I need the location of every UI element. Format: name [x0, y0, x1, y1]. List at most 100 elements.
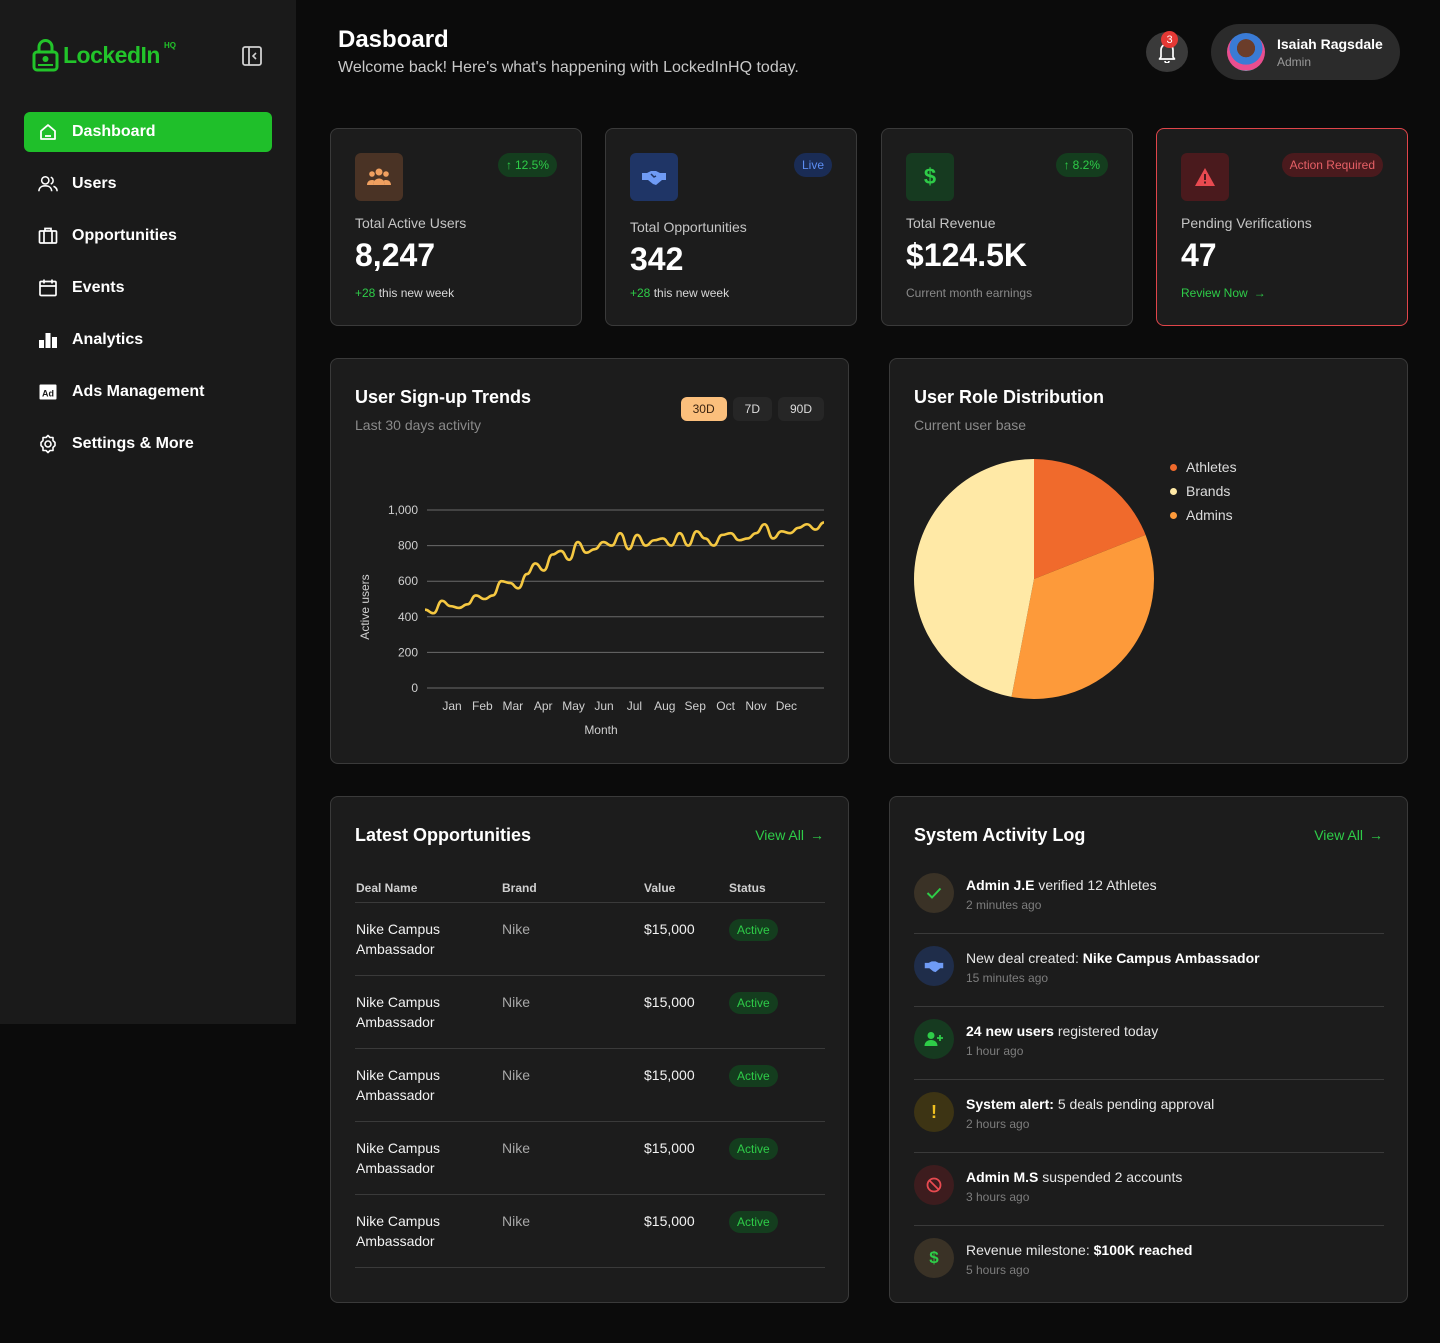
bar-chart-icon — [38, 330, 58, 350]
range-7d-button[interactable]: 7D — [732, 397, 772, 421]
sidebar-item-events[interactable]: Events — [24, 268, 272, 308]
users-group-icon — [355, 153, 403, 201]
review-now-link[interactable]: Review Now → — [1181, 286, 1266, 300]
collapse-sidebar-button[interactable] — [240, 44, 264, 68]
sidebar-item-settings[interactable]: Settings & More — [24, 424, 272, 464]
list-item[interactable]: Admin M.S suspended 2 accounts 3 hours a… — [914, 1153, 1384, 1226]
column-header[interactable]: Value — [644, 880, 676, 895]
list-item[interactable]: 24 new users registered today 1 hour ago — [914, 1007, 1384, 1080]
signup-trends-panel: User Sign-up Trends Last 30 days activit… — [330, 358, 849, 764]
dollar-icon: $ — [914, 1238, 954, 1278]
activity-text: 24 new users registered today — [966, 1023, 1159, 1039]
role-pie-chart — [914, 459, 1154, 699]
stat-foot: Current month earnings — [906, 286, 1033, 300]
signup-line-chart: 0 200 400 600 800 1,000 Jan Feb Mar Apr May Jun Jul A… — [358, 503, 825, 737]
opportunities-table: Deal Name Brand Value Status Nike Campus… — [355, 873, 825, 1268]
x-tick-label: May — [562, 699, 585, 713]
arrow-up-icon: ↑ — [1063, 158, 1070, 172]
sidebar-item-dashboard[interactable]: Dashboard — [24, 112, 272, 152]
stat-card-pending-verifications[interactable]: Action Required Pending Verifications 47… — [1156, 128, 1408, 326]
warning-icon — [1181, 153, 1229, 201]
legend-item-athletes[interactable]: Athletes — [1170, 459, 1237, 475]
x-tick-label: Dec — [776, 699, 797, 713]
stat-card-active-users[interactable]: ↑ 12.5% Total Active Users 8,247 +28 this… — [330, 128, 582, 326]
live-badge: Live — [793, 153, 832, 177]
activity-time: 5 hours ago — [966, 1263, 1030, 1277]
stat-label: Total Active Users — [355, 215, 467, 231]
x-tick-label: Jun — [594, 699, 613, 713]
table-row[interactable]: Nike Campus Ambassador Nike $15,000 Activ… — [355, 903, 825, 976]
activity-time: 3 hours ago — [966, 1190, 1030, 1204]
home-icon — [38, 122, 58, 142]
handshake-icon — [914, 946, 954, 986]
sidebar-item-analytics[interactable]: Analytics — [24, 320, 272, 360]
x-tick-label: Jan — [442, 699, 461, 713]
deal-value: $15,000 — [644, 1213, 695, 1229]
status-badge: Active — [729, 1211, 778, 1233]
stat-value: 8,247 — [355, 237, 436, 273]
y-tick-label: 800 — [398, 539, 418, 553]
user-profile-menu[interactable]: Isaiah Ragsdale Admin — [1211, 24, 1400, 80]
sidebar-toggle-icon — [242, 46, 262, 66]
brand: Nike — [502, 1140, 531, 1156]
x-axis-label: Month — [584, 723, 617, 737]
deal-name: Nike Campus Ambassador — [356, 994, 441, 1030]
list-item[interactable]: ! System alert: 5 deals pending approval… — [914, 1080, 1384, 1153]
arrow-right-icon: → — [1253, 286, 1266, 300]
legend-item-admins[interactable]: Admins — [1170, 507, 1237, 523]
calendar-icon — [38, 278, 58, 298]
legend-item-brands[interactable]: Brands — [1170, 483, 1237, 499]
x-tick-label: Oct — [716, 699, 735, 713]
logo-sup: HQ — [163, 40, 176, 50]
activity-text: Admin J.E verified 12 Athletes — [966, 877, 1157, 893]
table-row[interactable]: Nike Campus Ambassador Nike $15,000 Activ… — [355, 976, 825, 1049]
view-all-opportunities-link[interactable]: View All → — [755, 827, 824, 843]
range-30d-button[interactable]: 30D — [680, 397, 727, 421]
role-distribution-panel: User Role Distribution Current user base… — [889, 358, 1408, 764]
range-90d-button[interactable]: 90D — [777, 397, 824, 421]
deal-name: Nike Campus Ambassador — [356, 1067, 441, 1103]
view-all-activity-link[interactable]: View All → — [1314, 827, 1383, 843]
table-row[interactable]: Nike Campus Ambassador Nike $15,000 Activ… — [355, 1049, 825, 1122]
gear-icon — [38, 434, 58, 454]
list-item[interactable]: Admin J.E verified 12 Athletes 2 minutes… — [914, 861, 1384, 934]
list-item[interactable]: New deal created: Nike Campus Ambassador… — [914, 934, 1384, 1007]
table-row[interactable]: Nike Campus Ambassador Nike $15,000 Activ… — [355, 1195, 825, 1268]
stat-label: Total Opportunities — [630, 219, 747, 235]
column-header[interactable]: Brand — [502, 880, 537, 895]
ban-icon — [914, 1165, 954, 1205]
column-header[interactable]: Deal Name — [356, 880, 418, 895]
page-subtitle: Welcome back! Here's what's happening wi… — [338, 59, 799, 76]
sidebar-item-opportunities[interactable]: Opportunities — [24, 216, 272, 256]
user-plus-icon — [914, 1019, 954, 1059]
x-tick-label: Sep — [685, 699, 707, 713]
x-tick-label: Apr — [534, 699, 553, 713]
column-header[interactable]: Status — [729, 880, 766, 895]
stat-card-opportunities[interactable]: Live Total Opportunities 342 +28 this ne… — [605, 128, 857, 326]
latest-opportunities-panel: Latest Opportunities View All → Deal Name… — [330, 796, 849, 1303]
activity-time: 2 hours ago — [966, 1117, 1030, 1131]
y-tick-label: 1,000 — [388, 503, 418, 517]
list-item[interactable]: $ Revenue milestone: $100K reached 5 hou… — [914, 1226, 1384, 1299]
table-header: Deal Name Brand Value Status — [355, 873, 825, 903]
exclamation-icon: ! — [914, 1092, 954, 1132]
sidebar-item-ads-management[interactable]: Ad Ads Management — [24, 372, 272, 412]
activity-text: Revenue milestone: $100K reached — [966, 1242, 1193, 1258]
status-badge: Active — [729, 1138, 778, 1160]
pie-slice-admins — [1011, 534, 1154, 699]
x-tick-label: Nov — [745, 699, 766, 713]
activity-text: Admin M.S suspended 2 accounts — [966, 1169, 1183, 1185]
series-line — [424, 521, 825, 615]
deal-value: $15,000 — [644, 921, 695, 937]
activity-list: Admin J.E verified 12 Athletes 2 minutes… — [914, 861, 1384, 1299]
status-badge: Active — [729, 1065, 778, 1087]
logo[interactable]: LockedIn HQ — [32, 38, 176, 72]
panel-title: System Activity Log — [914, 825, 1086, 845]
arrow-right-icon: → — [1369, 827, 1383, 843]
deal-value: $15,000 — [644, 1140, 695, 1156]
stat-card-revenue[interactable]: $ ↑ 8.2% Total Revenue $124.5K Current mo… — [881, 128, 1133, 326]
x-tick-label: Mar — [502, 699, 523, 713]
sidebar-item-users[interactable]: Users — [24, 164, 272, 204]
y-tick-label: 0 — [411, 681, 418, 695]
table-row[interactable]: Nike Campus Ambassador Nike $15,000 Activ… — [355, 1122, 825, 1195]
